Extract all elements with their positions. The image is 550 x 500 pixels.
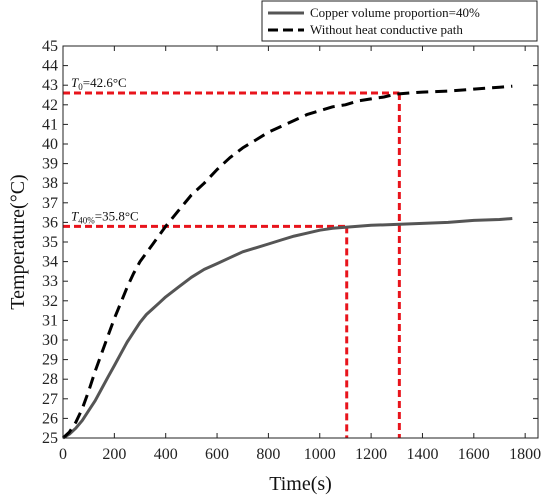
y-tick-label: 33: [42, 273, 58, 290]
series-line-copper: [62, 217, 513, 440]
legend-label-no-path: Without heat conductive path: [310, 22, 463, 37]
x-tick-label: 1000: [304, 446, 336, 463]
x-tick-label: 1800: [509, 446, 541, 463]
axis-ticks: 0 200 400 600 800 1000 1200 1400 1600 1800 25 26 27 2…: [42, 38, 541, 463]
y-tick-label: 35: [42, 234, 58, 251]
x-tick-label: 800: [256, 446, 280, 463]
y-tick-label: 32: [42, 293, 58, 310]
legend-label-copper: Copper volume proportion=40%: [310, 5, 480, 20]
y-tick-label: 26: [42, 410, 58, 427]
x-tick-label: 0: [59, 446, 67, 463]
reference-label-1: T40%=35.8°C: [71, 208, 139, 225]
series-lines: [61, 84, 513, 440]
x-tick-label: 1600: [458, 446, 490, 463]
plot-frame: [62, 45, 539, 439]
y-tick-label: 38: [42, 175, 58, 192]
y-tick-label: 30: [42, 332, 58, 349]
y-tick-label: 39: [42, 156, 58, 173]
reference-lines: [63, 91, 401, 438]
y-tick-label: 42: [42, 97, 58, 114]
y-axis-title: Temperature(°C): [7, 174, 29, 309]
x-tick-label: 1200: [355, 446, 387, 463]
y-tick-label: 45: [42, 38, 58, 55]
reference-annotations: T0=42.6°C T40%=35.8°C: [71, 75, 139, 225]
y-tick-label: 44: [42, 58, 58, 75]
y-tick-label: 43: [42, 77, 58, 94]
x-tick-label: 400: [154, 446, 178, 463]
x-tick-label: 600: [205, 446, 229, 463]
legend-box: [261, 0, 538, 42]
y-tick-label: 31: [42, 312, 58, 329]
reference-label-0: T0=42.6°C: [71, 75, 127, 92]
y-tick-label: 28: [42, 371, 58, 388]
y-tick-label: 25: [42, 430, 58, 447]
x-tick-label: 1400: [406, 446, 438, 463]
x-tick-label: 200: [102, 446, 126, 463]
legend: Copper volume proportion=40% Without hea…: [261, 0, 538, 42]
y-tick-label: 40: [42, 136, 58, 153]
y-tick-label: 37: [42, 195, 58, 212]
y-tick-label: 27: [42, 391, 58, 408]
y-tick-label: 29: [42, 352, 58, 369]
y-tick-label: 34: [42, 254, 58, 271]
y-tick-label: 36: [42, 214, 58, 231]
x-axis-title: Time(s): [269, 473, 332, 495]
series-line-no-path: [61, 84, 513, 440]
y-tick-label: 41: [42, 116, 58, 133]
